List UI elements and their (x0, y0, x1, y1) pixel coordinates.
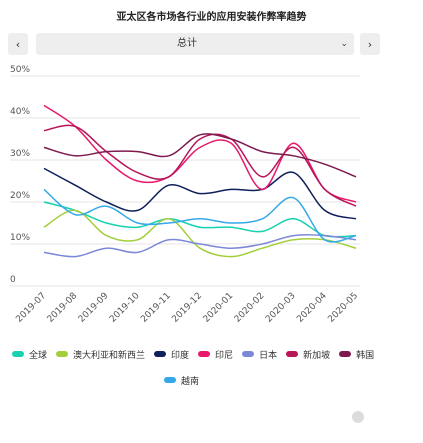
legend-item[interactable]: 日本 (242, 348, 277, 361)
chart-legend: 全球 澳大利亚和新西兰 印度 印尼 日本 新加坡 韩国越南 (12, 347, 412, 399)
chevron-down-icon: ⌄ (340, 39, 348, 49)
legend-item[interactable]: 全球 (12, 348, 47, 361)
y-tick-label: 10% (10, 233, 30, 243)
legend-item[interactable]: 印度 (154, 348, 189, 361)
x-tick-label: 2020-02 (233, 291, 267, 325)
chevron-left-icon: ‹ (15, 37, 21, 51)
line-chart: 010%20%30%40%50%2019-072019-082019-09201… (10, 65, 360, 325)
x-tick-label: 2020-03 (264, 291, 298, 325)
legend-swatch (154, 351, 167, 357)
watermark (352, 411, 368, 423)
x-tick-label: 2019-07 (14, 291, 48, 325)
legend-swatch (286, 351, 299, 357)
series-line (43, 209, 357, 258)
wechat-icon (352, 411, 364, 423)
y-tick-label: 50% (10, 65, 30, 75)
chart-title: 亚太区各市场各行业的应用安装作弊率趋势 (116, 12, 307, 23)
legend-item[interactable]: 新加坡 (286, 348, 330, 361)
series-line (43, 133, 357, 178)
legend-item[interactable]: 澳大利亚和新西兰 (56, 348, 145, 361)
next-button[interactable]: › (360, 33, 380, 55)
series-line (43, 104, 357, 203)
x-tick-label: 2019-11 (139, 291, 173, 325)
legend-item[interactable]: 韩国 (339, 348, 374, 361)
category-select-value: 总计 (177, 38, 197, 49)
x-tick-label: 2020-01 (202, 291, 236, 325)
y-tick-label: 20% (10, 191, 30, 201)
legend-label: 日本 (259, 350, 278, 361)
legend-swatch (56, 351, 69, 357)
legend-label: 印尼 (215, 350, 234, 361)
chevron-right-icon: › (367, 37, 373, 51)
legend-swatch (198, 351, 211, 357)
category-select[interactable]: 总计 ⌄ (36, 33, 354, 55)
series-line (43, 234, 357, 258)
y-tick-label: 30% (10, 149, 30, 159)
series-line (43, 124, 357, 207)
legend-item[interactable]: 印尼 (198, 348, 233, 361)
x-tick-label: 2020-05 (326, 291, 360, 325)
y-tick-label: 40% (10, 107, 30, 117)
x-tick-label: 2019-12 (170, 291, 204, 325)
legend-swatch (339, 351, 352, 357)
series-line (43, 167, 357, 220)
legend-label: 全球 (29, 350, 48, 361)
legend-swatch (12, 351, 24, 357)
x-tick-label: 2019-09 (77, 291, 111, 325)
x-tick-label: 2019-08 (46, 291, 80, 325)
series-line (43, 201, 357, 238)
legend-label: 印度 (171, 350, 190, 361)
legend-swatch (164, 377, 176, 383)
x-tick-label: 2019-10 (108, 291, 142, 325)
legend-label: 澳大利亚和新西兰 (73, 350, 146, 361)
legend-item[interactable]: 越南 (164, 374, 199, 387)
previous-button[interactable]: ‹ (8, 33, 28, 55)
legend-label: 越南 (181, 376, 200, 387)
legend-label: 韩国 (356, 350, 375, 361)
legend-label: 新加坡 (303, 350, 331, 361)
legend-swatch (242, 351, 255, 357)
series-line (43, 188, 357, 243)
x-tick-label: 2020-04 (295, 291, 329, 325)
y-tick-label: 0 (10, 275, 16, 285)
